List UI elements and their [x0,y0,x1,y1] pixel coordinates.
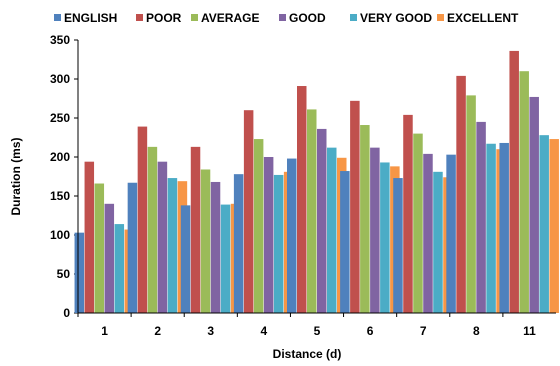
bar-english [127,182,138,313]
x-tick-label: 4 [261,324,268,338]
y-tick-label: 300 [50,72,70,86]
y-tick-label: 50 [57,267,71,281]
y-axis-label: Duration (ms) [9,137,23,215]
bar-good [263,157,274,313]
bar-very-good [433,171,443,313]
bar-average [94,183,105,313]
x-tick-label: 6 [367,324,374,338]
bar-good [476,121,486,314]
bar-good [157,161,168,313]
bar-poor [137,126,148,313]
bar-good [317,128,327,313]
bar-poor [509,50,519,314]
legend-label: AVERAGE [201,11,259,25]
bar-english [233,174,244,313]
bar-very-good [220,204,231,313]
bar-english [180,205,191,313]
bar-good [104,203,115,313]
bar-english [74,232,85,313]
bar-english [340,171,350,313]
bar-average [200,169,211,313]
bar-good [423,153,433,313]
bar-average [360,125,370,314]
bar-average [147,146,158,313]
bar-english [393,178,403,313]
bar-very-good [486,143,496,313]
bar-excellent [549,139,559,313]
y-tick-label: 350 [50,33,70,47]
x-tick-label: 8 [473,324,480,338]
bar-very-good [167,178,178,313]
bar-average [413,133,423,313]
x-tick-label: 7 [420,324,427,338]
x-tick-label: 2 [154,324,161,338]
bar-average [253,139,264,313]
legend-label: EXCELLENT [447,11,519,25]
legend-label: POOR [146,11,182,25]
bar-english [287,158,297,313]
y-tick-label: 200 [50,150,70,164]
legend-swatch [136,14,143,21]
bar-good [529,96,539,313]
bar-english [446,154,456,313]
legend-swatch [437,14,444,21]
bar-very-good [380,162,390,313]
legend-label: ENGLISH [64,11,117,25]
y-tick-label: 0 [63,306,70,320]
y-axis-ticks: 0 50 100 150 200 250 300 350 [50,33,78,320]
x-tick-label: 5 [314,324,321,338]
bar-very-good [539,135,549,313]
legend-swatch [54,14,61,21]
x-tick-label: 1 [101,324,108,338]
y-tick-label: 250 [50,111,70,125]
bar-average [519,71,529,313]
bar-english [499,142,509,313]
bar-poor [297,86,307,314]
legend-swatch [191,14,198,21]
legend-label: GOOD [289,11,326,25]
bar-average [466,95,476,313]
x-axis-label: Distance (d) [273,347,342,361]
bars [74,50,559,314]
bar-poor [84,161,95,313]
bar-poor [350,100,360,313]
bar-very-good [273,174,284,313]
bar-poor [403,114,413,313]
y-tick-label: 100 [50,228,70,242]
bar-good [370,147,380,313]
x-axis-ticks: 1 2 3 4 5 6 7 8 11 [77,313,536,338]
legend-swatch [279,14,286,21]
legend-swatch [350,14,357,21]
bar-poor [243,110,254,313]
x-tick-label: 11 [523,324,536,338]
bar-very-good [114,224,125,313]
bar-poor [456,75,466,313]
x-tick-label: 3 [207,324,214,338]
legend-label: VERY GOOD [360,11,432,25]
y-tick-label: 150 [50,189,70,203]
bar-poor [190,146,201,313]
bar-good [210,181,221,313]
legend: ENGLISH POOR AVERAGE GOOD VERY GOOD EXCELLENT [54,11,519,25]
bar-average [307,109,317,313]
bar-very-good [327,147,337,313]
